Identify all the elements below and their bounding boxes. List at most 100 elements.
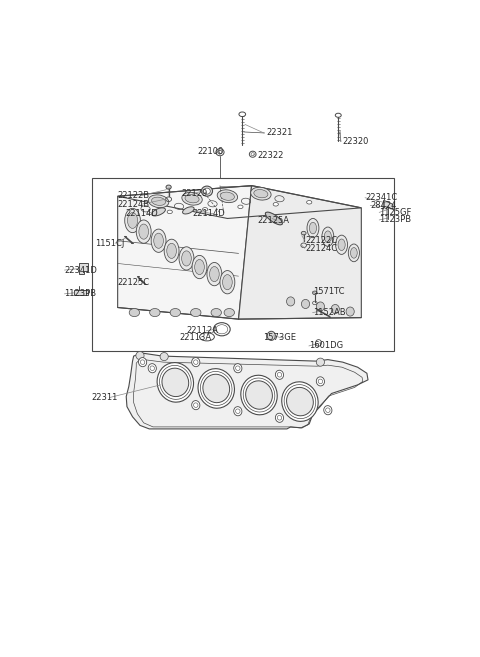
Ellipse shape: [220, 271, 235, 294]
Ellipse shape: [204, 188, 210, 194]
Text: 22322: 22322: [257, 150, 284, 160]
Text: 22100: 22100: [198, 147, 224, 156]
Ellipse shape: [203, 208, 208, 211]
Text: 1573GE: 1573GE: [263, 333, 296, 342]
Text: 1152AB: 1152AB: [313, 308, 346, 317]
Ellipse shape: [220, 192, 234, 200]
Text: 22122B: 22122B: [118, 191, 150, 200]
Text: 1123PB: 1123PB: [64, 289, 96, 298]
Ellipse shape: [336, 235, 348, 254]
Ellipse shape: [157, 363, 193, 402]
Bar: [92, 178, 394, 351]
Text: 1571TC: 1571TC: [313, 287, 345, 296]
Ellipse shape: [276, 413, 284, 422]
Ellipse shape: [276, 371, 284, 379]
Text: 22114D: 22114D: [192, 210, 225, 218]
Ellipse shape: [207, 263, 222, 286]
Text: 22125A: 22125A: [257, 216, 289, 225]
Ellipse shape: [350, 248, 357, 258]
Ellipse shape: [234, 407, 242, 416]
Ellipse shape: [139, 224, 148, 239]
Text: 22112A: 22112A: [186, 327, 218, 335]
Ellipse shape: [152, 197, 166, 206]
Text: 28424: 28424: [371, 201, 397, 210]
Polygon shape: [239, 185, 361, 319]
Ellipse shape: [128, 213, 138, 229]
Ellipse shape: [150, 309, 160, 317]
Ellipse shape: [192, 357, 200, 367]
Ellipse shape: [265, 212, 282, 225]
Ellipse shape: [167, 210, 172, 214]
Text: 22113A: 22113A: [179, 333, 211, 342]
Text: 22320: 22320: [343, 137, 369, 146]
Ellipse shape: [202, 186, 213, 196]
Polygon shape: [126, 353, 368, 429]
Ellipse shape: [316, 302, 324, 311]
Ellipse shape: [182, 193, 202, 205]
Ellipse shape: [238, 205, 243, 209]
Ellipse shape: [224, 309, 234, 317]
Text: 22125C: 22125C: [118, 278, 150, 287]
Text: 1601DG: 1601DG: [309, 342, 343, 350]
Ellipse shape: [307, 219, 319, 238]
Ellipse shape: [195, 260, 204, 275]
Ellipse shape: [164, 239, 179, 263]
Ellipse shape: [151, 229, 166, 252]
Ellipse shape: [301, 231, 306, 235]
Ellipse shape: [254, 190, 268, 198]
Text: 1123PB: 1123PB: [379, 215, 411, 225]
Text: 22124C: 22124C: [305, 244, 337, 253]
Ellipse shape: [312, 291, 317, 294]
Ellipse shape: [181, 251, 192, 266]
Ellipse shape: [322, 227, 334, 246]
Ellipse shape: [251, 187, 271, 200]
Ellipse shape: [324, 231, 331, 242]
Ellipse shape: [348, 244, 360, 261]
Polygon shape: [79, 263, 88, 273]
Ellipse shape: [198, 369, 234, 408]
Text: 22114D: 22114D: [125, 210, 158, 218]
Ellipse shape: [273, 202, 278, 206]
Ellipse shape: [148, 195, 169, 208]
Ellipse shape: [301, 300, 310, 309]
Text: 22124B: 22124B: [118, 200, 150, 209]
Ellipse shape: [246, 381, 272, 409]
Ellipse shape: [166, 185, 171, 189]
Text: 22122C: 22122C: [305, 236, 337, 244]
Polygon shape: [383, 200, 393, 210]
Ellipse shape: [234, 363, 242, 373]
Ellipse shape: [310, 222, 316, 234]
Text: 22321: 22321: [266, 129, 293, 137]
Ellipse shape: [211, 309, 221, 317]
Text: 1151CJ: 1151CJ: [96, 238, 125, 248]
Ellipse shape: [287, 388, 313, 416]
Text: 22341C: 22341C: [365, 193, 397, 202]
Ellipse shape: [282, 382, 318, 421]
Ellipse shape: [162, 368, 189, 397]
Ellipse shape: [331, 304, 339, 313]
Text: 1125GF: 1125GF: [379, 208, 411, 217]
Ellipse shape: [179, 247, 194, 270]
Ellipse shape: [346, 307, 354, 316]
Ellipse shape: [192, 401, 200, 410]
Ellipse shape: [129, 309, 140, 317]
Ellipse shape: [307, 200, 312, 204]
Ellipse shape: [191, 309, 201, 317]
Ellipse shape: [316, 358, 324, 366]
Text: 22311: 22311: [92, 393, 118, 402]
Ellipse shape: [192, 256, 207, 279]
Ellipse shape: [167, 243, 177, 258]
Ellipse shape: [182, 207, 194, 214]
Polygon shape: [118, 185, 252, 319]
Ellipse shape: [136, 351, 144, 359]
Ellipse shape: [316, 377, 324, 386]
Text: 22129: 22129: [181, 189, 207, 198]
Ellipse shape: [223, 275, 232, 290]
Ellipse shape: [241, 375, 277, 415]
Ellipse shape: [136, 220, 151, 243]
Ellipse shape: [170, 309, 180, 317]
Ellipse shape: [203, 374, 229, 403]
Ellipse shape: [185, 194, 199, 203]
Ellipse shape: [154, 233, 163, 248]
Ellipse shape: [139, 357, 147, 367]
